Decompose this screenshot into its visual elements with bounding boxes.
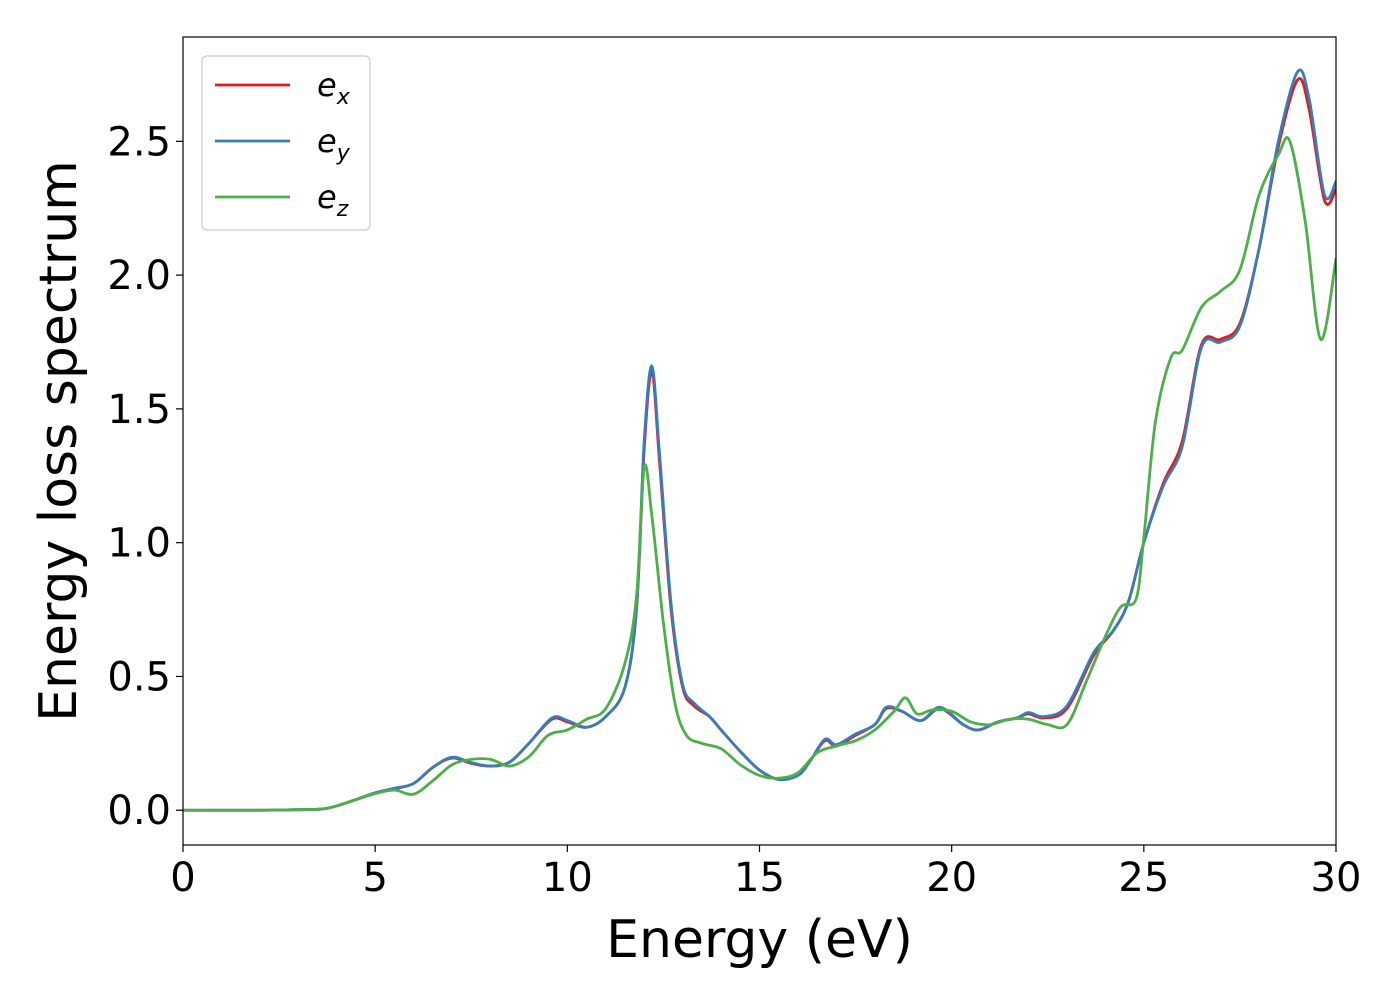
- x-tick-label: 30: [1311, 855, 1362, 901]
- y-tick-label: 0.5: [107, 654, 171, 700]
- x-tick-label: 0: [170, 855, 195, 901]
- x-tick-label: 5: [362, 855, 387, 901]
- y-tick-label: 0.0: [107, 788, 171, 834]
- x-axis-title: Energy (eV): [606, 910, 913, 970]
- y-tick-label: 2.5: [107, 119, 171, 165]
- x-tick-label: 20: [926, 855, 977, 901]
- x-tick-label: 15: [734, 855, 785, 901]
- y-axis-title: Energy loss spectrum: [29, 160, 89, 722]
- y-tick-label: 1.5: [107, 387, 171, 433]
- plot-lines: [183, 68, 1336, 812]
- y-axis: 0.0 0.5 1.0 1.5 2.0 2.5: [107, 119, 183, 834]
- y-tick-label: 1.0: [107, 521, 171, 567]
- series-line-e-z: [183, 136, 1336, 812]
- x-tick-label: 25: [1118, 855, 1169, 901]
- legend-box: [201, 55, 371, 231]
- x-axis: 0 5 10 15 20 25 30: [170, 845, 1361, 901]
- y-tick-label: 2.0: [107, 253, 171, 299]
- x-tick-label: 10: [542, 855, 593, 901]
- series-line-e-y: [183, 68, 1336, 812]
